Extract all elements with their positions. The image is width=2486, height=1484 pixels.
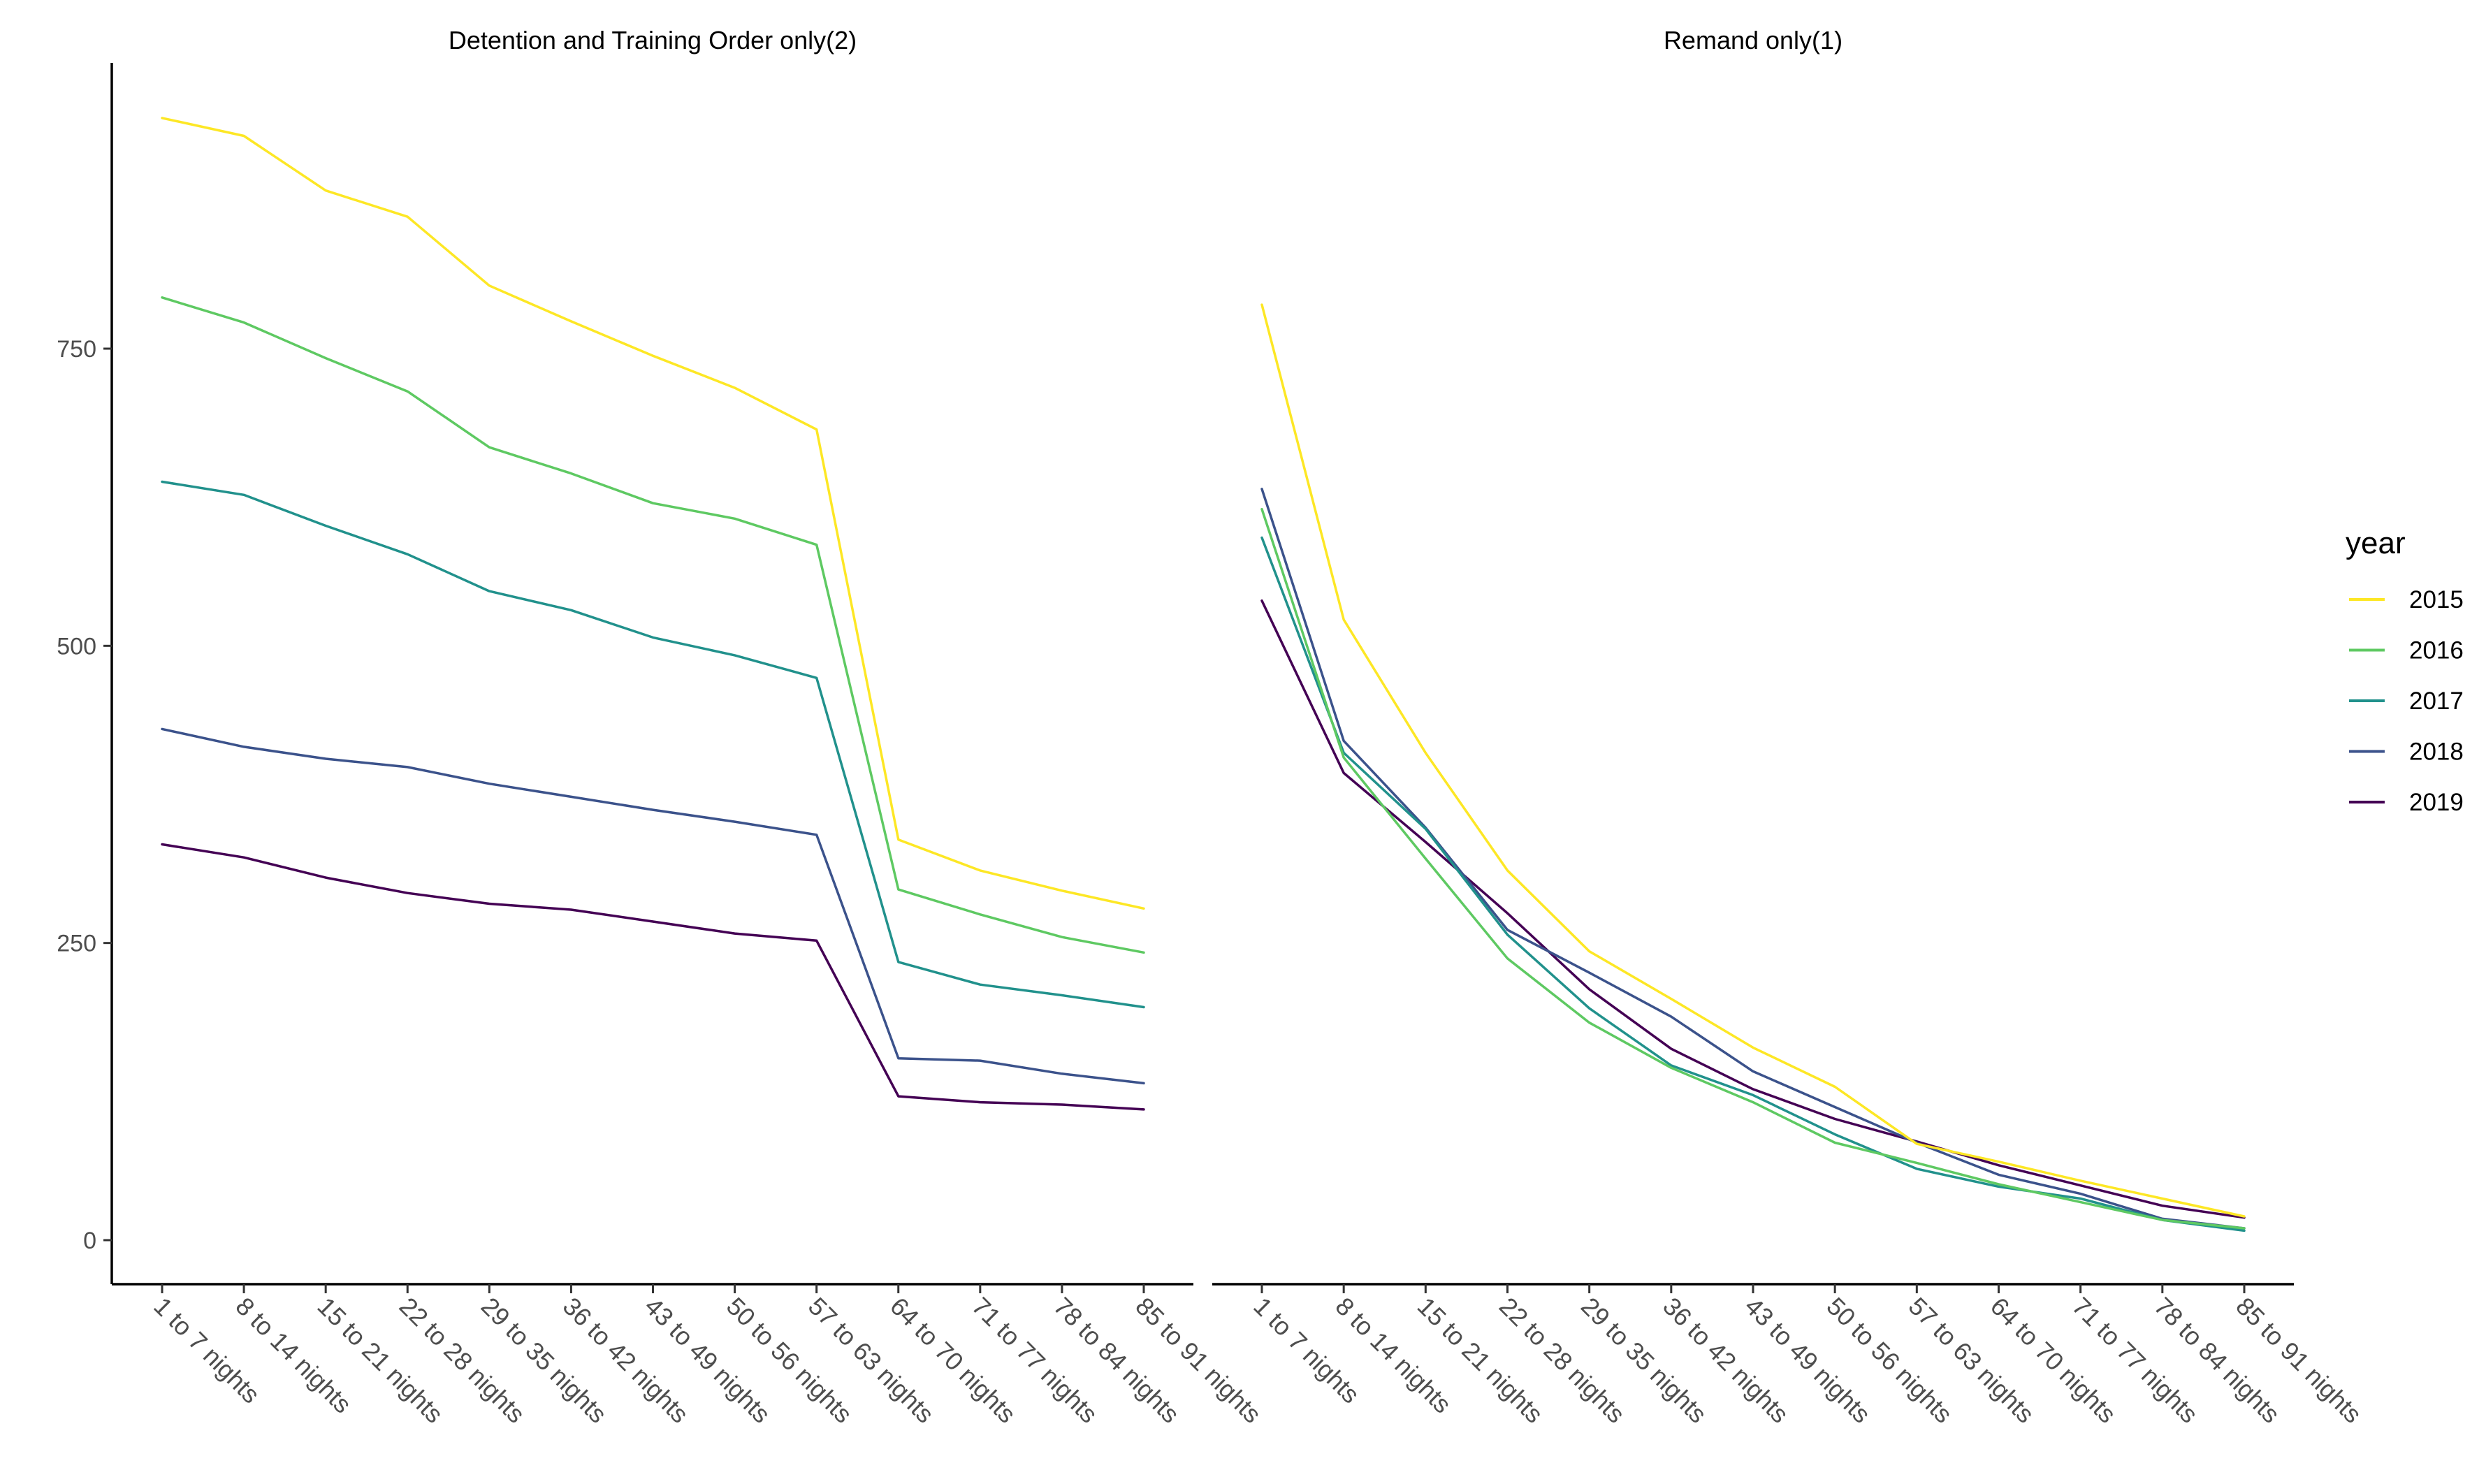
- series-line-2018: [161, 727, 1145, 1085]
- y-tick-label: 750: [57, 336, 96, 363]
- legend-label: 2015: [2409, 586, 2464, 613]
- legend-entry: 2018: [2349, 739, 2464, 766]
- panel-title: Detention and Training Order only(2): [449, 26, 857, 54]
- panels-layer: Detention and Training Order only(2) 0 250…: [57, 26, 2367, 1429]
- panel-title: Remand only(1): [1664, 26, 1842, 54]
- series-line-2015: [161, 117, 1145, 910]
- series-line-2018: [1260, 488, 2246, 1230]
- legend-label: 2019: [2409, 789, 2464, 816]
- legend-entry: 2016: [2349, 637, 2464, 664]
- y-tick-label: 500: [57, 633, 96, 660]
- series-line-2019: [161, 843, 1145, 1111]
- legend: year 2015 2016 2017 2018 2019: [2346, 526, 2464, 816]
- legend-entry: 2015: [2349, 586, 2464, 613]
- legend-label: 2017: [2409, 688, 2464, 715]
- series-line-2019: [1260, 599, 2246, 1219]
- y-tick-label: 250: [57, 931, 96, 957]
- panel-1: Detention and Training Order only(2) 0 250…: [57, 26, 1267, 1429]
- legend-label: 2016: [2409, 637, 2464, 664]
- series-line-2016: [161, 296, 1145, 954]
- legend-entries: 2015 2016 2017 2018 2019: [2349, 586, 2464, 816]
- series-line-2016: [1260, 507, 2246, 1230]
- legend-title: year: [2346, 526, 2406, 560]
- series-line-2017: [1260, 536, 2246, 1232]
- legend-entry: 2017: [2349, 688, 2464, 715]
- legend-entry: 2019: [2349, 789, 2464, 816]
- series-line-2015: [1260, 303, 2246, 1218]
- series-line-2017: [161, 480, 1145, 1009]
- legend-label: 2018: [2409, 739, 2464, 766]
- y-tick-label: 0: [83, 1228, 96, 1254]
